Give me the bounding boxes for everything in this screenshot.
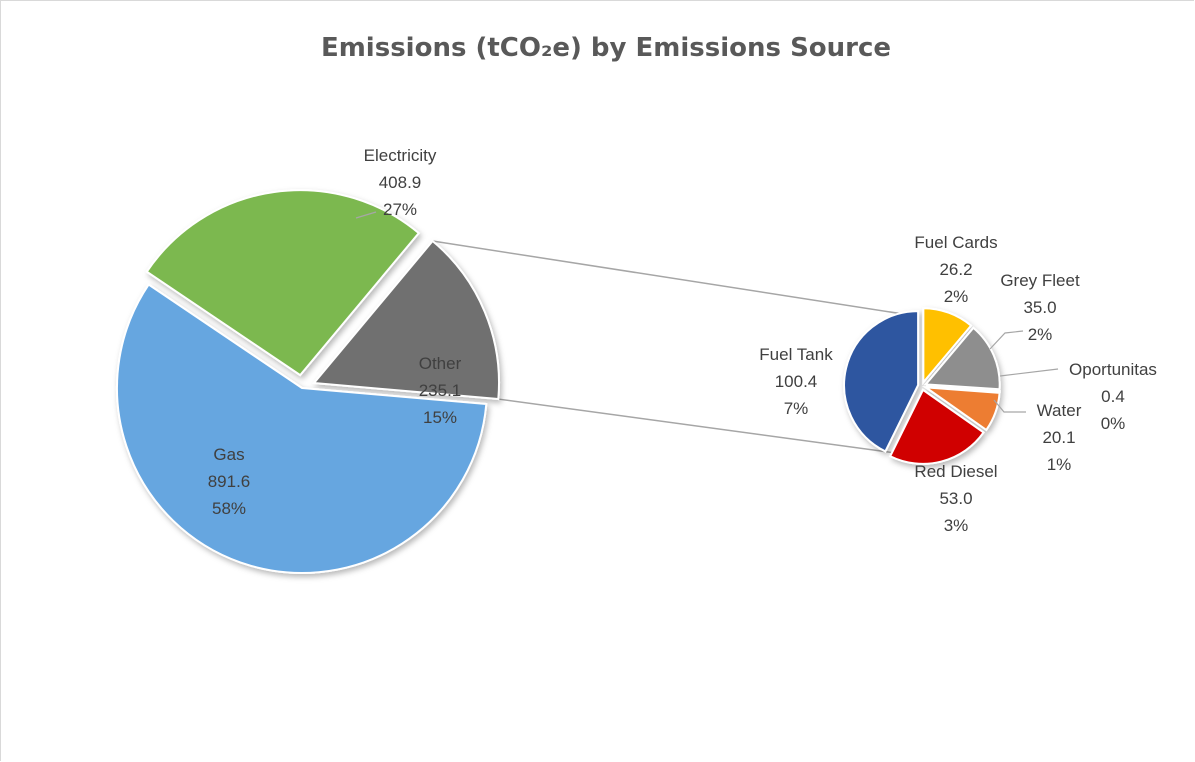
label-electricity-name: Electricity bbox=[364, 146, 437, 165]
label-fuel-cards-value: 26.2 bbox=[939, 260, 972, 279]
leader-lines bbox=[355, 211, 1059, 413]
label-gas-percent: 58% bbox=[212, 499, 246, 518]
label-oportunitas-name: Oportunitas bbox=[1069, 360, 1157, 379]
slice-fuel-cards bbox=[922, 307, 973, 385]
slice-oportunitas bbox=[925, 385, 1001, 393]
label-red-diesel-name: Red Diesel bbox=[914, 462, 997, 481]
label-water-value: 20.1 bbox=[1042, 428, 1075, 447]
label-electricity-value: 408.9 bbox=[379, 173, 422, 192]
label-other-percent: 15% bbox=[423, 408, 457, 427]
label-other-value: 235.1 bbox=[419, 381, 462, 400]
slice-water bbox=[922, 386, 1001, 432]
connector-line-top bbox=[432, 240, 917, 317]
leader-water bbox=[993, 399, 1026, 413]
chart-title: Emissions (tCO₂e) by Emissions Source bbox=[321, 33, 891, 63]
label-grey-fleet-value: 35.0 bbox=[1023, 298, 1056, 317]
label-red-diesel-value: 53.0 bbox=[939, 489, 972, 508]
label-grey-fleet-name: Grey Fleet bbox=[1000, 271, 1080, 290]
slice-electricity bbox=[145, 189, 421, 377]
slice-fuel-tank bbox=[843, 310, 920, 453]
label-fuel-cards-percent: 2% bbox=[944, 287, 969, 306]
secondary-pie bbox=[843, 307, 1001, 465]
label-water-name: Water bbox=[1037, 401, 1082, 420]
label-gas-name: Gas bbox=[213, 445, 244, 464]
slice-red-diesel bbox=[888, 388, 985, 465]
label-other-name: Other bbox=[419, 354, 462, 373]
slice-grey-fleet bbox=[923, 326, 1001, 391]
label-gas-value: 891.6 bbox=[208, 472, 251, 491]
label-grey-fleet-percent: 2% bbox=[1028, 325, 1053, 344]
label-red-diesel-percent: 3% bbox=[944, 516, 969, 535]
slice-other bbox=[312, 239, 500, 401]
leader-grey-fleet bbox=[989, 330, 1024, 350]
slice-gas bbox=[116, 283, 488, 574]
label-water-percent: 1% bbox=[1047, 455, 1072, 474]
leader-electricity bbox=[355, 211, 377, 219]
label-fuel-tank-name: Fuel Tank bbox=[759, 345, 833, 364]
main-pie bbox=[116, 189, 500, 574]
label-oportunitas-percent: 0% bbox=[1101, 414, 1126, 433]
leader-oportunitas bbox=[999, 368, 1059, 377]
label-electricity-percent: 27% bbox=[383, 200, 417, 219]
label-fuel-tank-value: 100.4 bbox=[775, 372, 818, 391]
label-fuel-tank-percent: 7% bbox=[784, 399, 809, 418]
label-oportunitas-value: 0.4 bbox=[1101, 387, 1125, 406]
connector-line-bottom bbox=[498, 398, 933, 459]
label-fuel-cards-name: Fuel Cards bbox=[914, 233, 997, 252]
